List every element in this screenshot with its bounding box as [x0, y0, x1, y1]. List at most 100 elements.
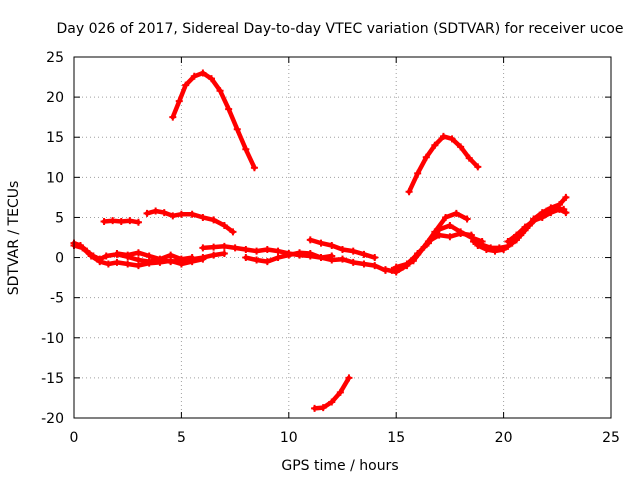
y-tick-label: -15 [41, 371, 64, 387]
chart-title: Day 026 of 2017, Sidereal Day-to-day VTE… [57, 21, 624, 37]
y-tick-label: 10 [46, 170, 64, 186]
data-point [495, 244, 503, 252]
data-point [145, 259, 153, 267]
data-point [403, 260, 411, 268]
data-point [319, 404, 327, 412]
tick-layer: 0 5 10 15 20 25 -20 -15 -10 -5 0 5 10 15 20 25 [41, 50, 620, 446]
data-point [117, 217, 125, 225]
data-point [126, 217, 134, 225]
y-tick-label: -20 [41, 411, 64, 427]
data-point [328, 256, 336, 264]
data-point [250, 164, 258, 172]
data-point [100, 217, 108, 225]
data-point [562, 193, 570, 201]
data-point [381, 266, 389, 274]
data-point [448, 135, 456, 143]
data-point [512, 231, 520, 239]
data-point [274, 247, 282, 255]
data-point [463, 215, 471, 223]
data-point [145, 252, 153, 260]
data-point [207, 75, 215, 83]
data-point [538, 213, 546, 221]
data-point [457, 229, 465, 237]
data-point [220, 221, 228, 229]
data-point [225, 105, 233, 113]
data-point [474, 163, 482, 171]
data-point [431, 228, 439, 236]
data-point [442, 213, 450, 221]
data-point [253, 256, 261, 264]
data-point [199, 244, 207, 252]
data-point [188, 254, 196, 262]
data-point [134, 262, 142, 270]
data-point [177, 255, 185, 263]
data-point [336, 388, 344, 396]
data-point [306, 236, 314, 244]
data-point [349, 258, 357, 266]
data-point [424, 238, 432, 246]
data-point [562, 209, 570, 217]
data-point [169, 212, 177, 220]
x-tick-label: 20 [495, 430, 513, 446]
data-point [439, 132, 447, 140]
data-point [134, 218, 142, 226]
data-point [414, 169, 422, 177]
data-point [470, 238, 478, 246]
data-point [87, 252, 95, 260]
data-point [253, 247, 261, 255]
data-point [339, 255, 346, 263]
data-point [242, 145, 250, 153]
data-point [317, 239, 325, 247]
data-point [274, 254, 282, 262]
x-tick-label: 10 [280, 430, 298, 446]
plot-frame [73, 56, 612, 419]
data-point [231, 244, 239, 252]
data-point [371, 262, 379, 270]
data-point [311, 404, 319, 412]
data-point [152, 207, 160, 215]
data-point [190, 72, 198, 80]
data-point [487, 244, 495, 252]
data-point [405, 188, 413, 196]
y-tick-label: 5 [55, 210, 64, 226]
data-point [263, 258, 271, 266]
grid-layer [74, 57, 611, 418]
data-point [229, 228, 237, 236]
data-point [220, 250, 228, 258]
data-point [167, 251, 175, 259]
series-layer [70, 69, 570, 412]
data-point [414, 250, 422, 258]
y-tick-label: 20 [46, 90, 64, 106]
data-point [360, 260, 368, 268]
data-point [263, 246, 271, 254]
data-point [143, 209, 151, 217]
data-point [102, 252, 110, 260]
data-point [371, 254, 379, 262]
y-tick-label: -10 [41, 331, 64, 347]
x-tick-label: 25 [602, 430, 620, 446]
data-point [285, 251, 293, 259]
data-series-arc-5 [144, 208, 236, 235]
x-axis-label: GPS time / hours [281, 458, 398, 474]
data-point [113, 250, 121, 258]
x-tick-label: 0 [70, 430, 79, 446]
data-point [113, 258, 121, 266]
data-point [360, 250, 368, 258]
data-point [220, 242, 228, 250]
data-point [210, 243, 218, 251]
data-point [465, 154, 473, 162]
data-point [530, 217, 538, 225]
data-point [104, 260, 112, 268]
data-point [216, 87, 224, 95]
data-point [296, 249, 304, 257]
data-point [134, 249, 142, 257]
y-tick-label: -5 [50, 291, 64, 307]
data-point [555, 205, 563, 213]
x-tick-label: 5 [177, 430, 186, 446]
data-point [242, 246, 250, 254]
x-tick-label: 15 [387, 430, 405, 446]
data-point [422, 153, 430, 161]
data-point [452, 209, 460, 217]
